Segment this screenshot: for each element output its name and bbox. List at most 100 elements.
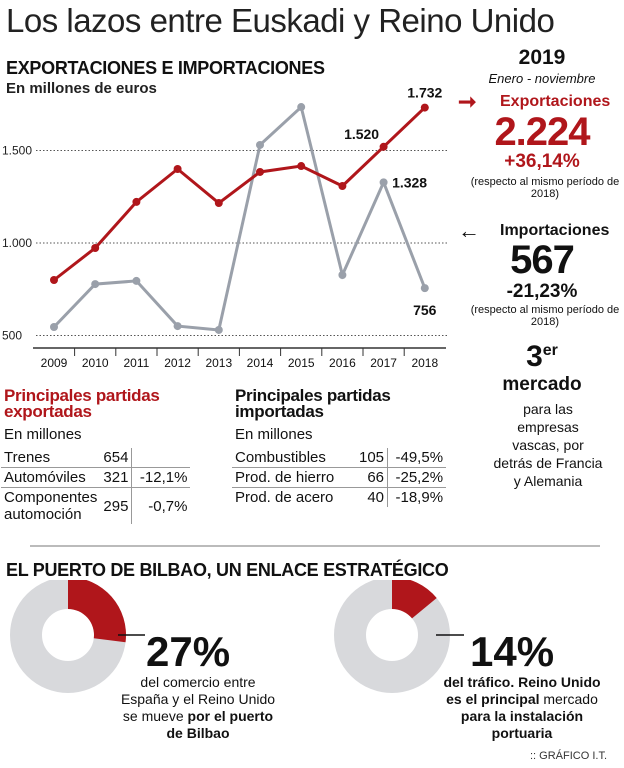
y-tick-label: 1.000 bbox=[2, 236, 32, 250]
data-point bbox=[50, 276, 58, 284]
data-point bbox=[297, 103, 306, 112]
table-row: Prod. de hierro 66 -25,2% bbox=[232, 467, 447, 488]
imports-change: -21,23% bbox=[506, 281, 578, 302]
row-change: -25,2% bbox=[387, 467, 447, 488]
exports-note: (respecto al mismo período de 2018) bbox=[470, 176, 620, 200]
x-tick-label: 2010 bbox=[82, 356, 109, 370]
row-value: 40 bbox=[356, 487, 388, 507]
port-heading: EL PUERTO DE BILBAO, UN ENLACE ESTRATÉGI… bbox=[6, 560, 449, 580]
data-point bbox=[379, 142, 388, 151]
chart-heading: EXPORTACIONES E IMPORTACIONES bbox=[6, 58, 325, 78]
y-tick-label: 500 bbox=[2, 329, 22, 343]
row-name: Prod. de acero bbox=[232, 487, 356, 507]
summary-year: 2019 bbox=[518, 46, 566, 69]
data-point bbox=[256, 167, 264, 176]
x-tick-label: 2011 bbox=[123, 356, 149, 370]
x-tick-label: 2017 bbox=[370, 356, 397, 370]
x-tick-label: 2013 bbox=[205, 356, 232, 370]
data-point bbox=[91, 280, 100, 289]
donut2-text-a: del tráfico. Reino Unido es el principal bbox=[443, 674, 601, 707]
row-change bbox=[131, 448, 191, 468]
table-row: Automóviles 321 -12,1% bbox=[1, 467, 191, 488]
donut2-label: 14% bbox=[470, 628, 555, 675]
data-point bbox=[420, 284, 429, 293]
row-change: -49,5% bbox=[387, 448, 447, 468]
data-point bbox=[132, 197, 141, 206]
divider bbox=[30, 545, 600, 547]
donut1-text-a: del comercio entre España y el Reino Uni… bbox=[120, 674, 276, 724]
data-point bbox=[338, 271, 347, 280]
data-label: 1.732 bbox=[407, 85, 442, 101]
data-point bbox=[420, 103, 429, 112]
imports-label: Importaciones bbox=[500, 222, 610, 239]
imports-value: 567 bbox=[510, 238, 575, 282]
data-label: 756 bbox=[413, 302, 437, 318]
exports-table: Trenes 654 Automóviles 321 -12,1% Componentes… bbox=[1, 448, 191, 524]
exports-value: 2.224 bbox=[494, 110, 590, 154]
page-title: Los lazos entre Euskadi y Reino Unido bbox=[6, 2, 555, 39]
x-tick-label: 2012 bbox=[164, 356, 191, 370]
row-change: -18,9% bbox=[387, 487, 447, 507]
y-tick-label: 1.500 bbox=[2, 144, 32, 158]
x-tick-label: 2014 bbox=[247, 356, 274, 370]
row-name: Trenes bbox=[4, 449, 51, 466]
rank-text: para las empresas vascas, por detrás de … bbox=[493, 401, 603, 489]
data-point bbox=[338, 182, 347, 191]
exports-table-unit: En millones bbox=[4, 426, 82, 443]
exports-change: +36,14% bbox=[504, 151, 580, 172]
imports-table-unit: En millones bbox=[235, 426, 313, 443]
row-change: -12,1% bbox=[131, 467, 191, 488]
donut2-text-b: mercado bbox=[543, 691, 598, 707]
series-line-importaciones bbox=[52, 104, 427, 332]
table-row: Componentes automoción 295 -0,7% bbox=[1, 487, 191, 524]
donut1-text-b: por el puerto de Bilbao bbox=[166, 708, 274, 741]
x-tick-label: 2015 bbox=[288, 356, 315, 370]
rank-num: 3 bbox=[526, 340, 543, 373]
rank-label: mercado bbox=[502, 374, 582, 395]
donut2-text-c: para la instalación portuaria bbox=[460, 708, 584, 741]
x-tick-label: 2018 bbox=[411, 356, 438, 370]
rank-number: 3er bbox=[462, 340, 622, 374]
table-row: Trenes 654 bbox=[1, 448, 191, 468]
data-point bbox=[173, 322, 182, 331]
row-value: 105 bbox=[359, 449, 385, 466]
donut-slice bbox=[68, 580, 126, 643]
data-point bbox=[256, 140, 264, 149]
row-change: -0,7% bbox=[131, 487, 191, 524]
data-point bbox=[214, 199, 223, 208]
data-point bbox=[50, 322, 58, 331]
data-label: 1.328 bbox=[392, 174, 427, 190]
data-point bbox=[379, 178, 388, 187]
chart-subheading: En millones de euros bbox=[6, 80, 157, 97]
row-name: Prod. de hierro bbox=[232, 467, 356, 488]
row-name: Automóviles bbox=[1, 467, 101, 488]
data-point bbox=[297, 162, 306, 171]
donut1-text: del comercio entre España y el Reino Uni… bbox=[118, 674, 278, 742]
imports-table-title: Principales partidas importadas bbox=[235, 386, 391, 421]
donut-slice bbox=[392, 580, 437, 619]
row-value: 295 bbox=[100, 487, 132, 524]
summary-period: Enero - noviembre bbox=[488, 71, 596, 86]
x-tick-label: 2009 bbox=[41, 356, 68, 370]
row-value: 321 bbox=[100, 467, 132, 488]
line-chart: 500 1.000 1.500 2009 2010 2011 2012 2013 2014 201… bbox=[2, 85, 448, 370]
arrow-right-icon: ➞ bbox=[458, 89, 477, 114]
data-label: 1.520 bbox=[344, 126, 379, 142]
data-point bbox=[132, 276, 141, 285]
rank-sup: er bbox=[542, 342, 558, 359]
donut2-text: del tráfico. Reino Unido es el principal… bbox=[442, 674, 602, 742]
imports-table: Combustibles 105 -49,5% Prod. de hierro 66 -2… bbox=[232, 448, 447, 507]
exports-table-title: Principales partidas exportadas bbox=[4, 386, 160, 421]
imports-note: (respecto al mismo período de 2018) bbox=[470, 304, 620, 328]
exports-label: Exportaciones bbox=[500, 93, 611, 110]
data-point bbox=[214, 325, 223, 334]
data-point bbox=[91, 243, 100, 252]
series-line-exportaciones bbox=[53, 106, 426, 282]
table-row: Prod. de acero 40 -18,9% bbox=[232, 487, 447, 507]
data-point bbox=[173, 165, 182, 173]
row-value: 66 bbox=[356, 467, 388, 488]
row-value: 654 bbox=[103, 449, 129, 466]
row-name: Combustibles bbox=[235, 449, 326, 466]
donut-charts bbox=[10, 580, 464, 693]
donut1-label: 27% bbox=[146, 628, 231, 675]
